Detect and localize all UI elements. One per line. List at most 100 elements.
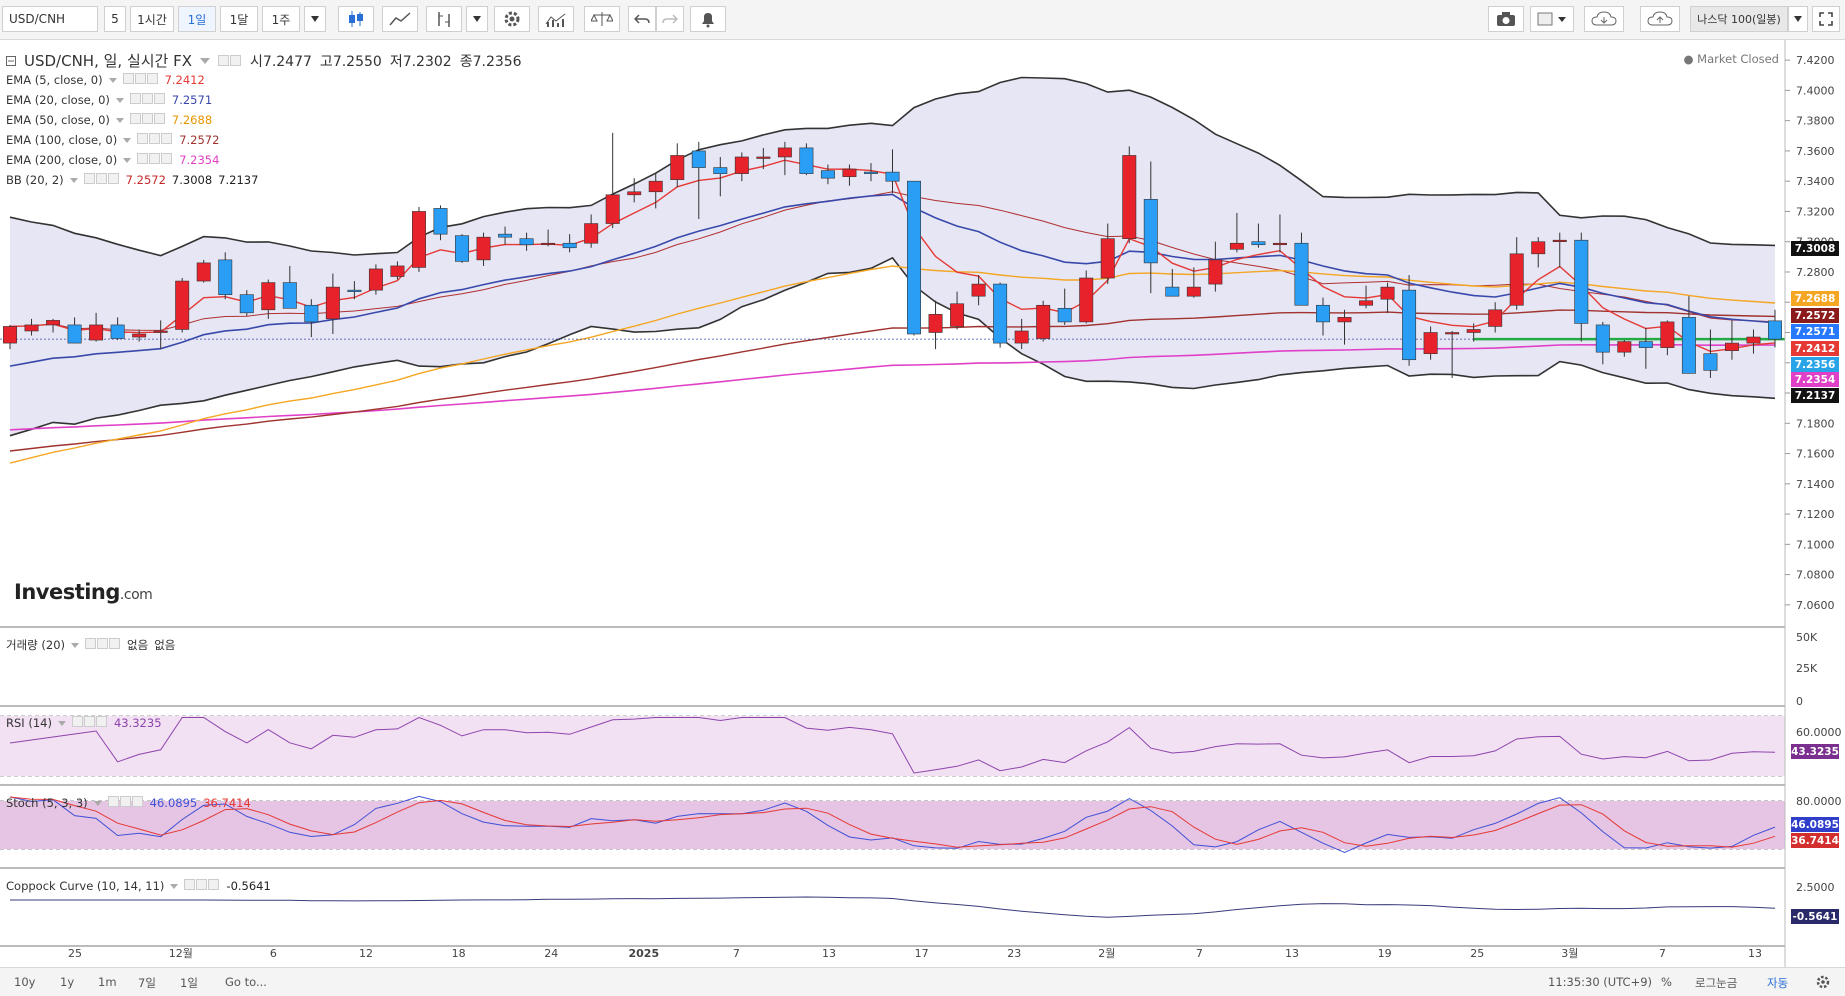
indicator-controls[interactable] — [71, 716, 108, 730]
market-status: ● Market Closed — [1683, 52, 1779, 66]
indicator-controls[interactable] — [85, 638, 121, 652]
scale-icon — [591, 12, 613, 26]
snapshot-button[interactable] — [1488, 6, 1524, 32]
chevron-down-icon — [93, 800, 102, 806]
x-tick-label: 2025 — [629, 947, 660, 960]
candle-body — [691, 150, 706, 168]
legend-ema20[interactable]: EMA (20, close, 0) 7.2571 — [6, 93, 212, 107]
legend-coppock[interactable]: Coppock Curve (10, 14, 11) -0.5641 — [6, 879, 271, 893]
camera-icon — [1497, 12, 1515, 26]
indicator-controls[interactable] — [129, 93, 166, 107]
bb-label: BB (20, 2) — [6, 173, 64, 187]
chart-area[interactable]: 25 12월 6 12 18 24 2025 7 13 17 23 2월 7 13 19 25 3월 7 13 7.… — [0, 40, 1845, 967]
cloud-load-button[interactable] — [1584, 6, 1624, 32]
legend-ema50[interactable]: EMA (50, close, 0) 7.2688 — [6, 113, 212, 127]
candle-body — [282, 282, 297, 309]
chevron-down-icon[interactable] — [200, 57, 211, 64]
y-tick-label: 7.1400 — [1796, 478, 1835, 491]
chevron-down-icon — [115, 117, 124, 123]
chart-type-dropdown[interactable] — [466, 6, 488, 32]
indicator-controls[interactable] — [83, 173, 120, 187]
coppock-tick-label: 2.5000 — [1796, 881, 1835, 894]
legend-rsi[interactable]: RSI (14) 43.3235 — [6, 716, 162, 730]
fullscreen-button[interactable] — [1812, 6, 1840, 32]
interval-5-button[interactable]: 5 — [104, 6, 126, 32]
interval-1h-button[interactable]: 1시간 — [130, 6, 174, 32]
legend-stoch[interactable]: Stoch (5, 3, 3) 46.0895 36.7414 — [6, 796, 251, 810]
candle-body — [713, 167, 728, 174]
indicator-controls[interactable] — [129, 113, 166, 127]
candle-body — [1229, 242, 1244, 250]
alert-button[interactable] — [690, 6, 726, 32]
interval-1w-button[interactable]: 1주 — [262, 6, 300, 32]
candle-body — [1724, 342, 1739, 351]
indicator-controls[interactable] — [137, 133, 173, 147]
indicator-controls[interactable] — [184, 879, 220, 893]
range-1y[interactable]: 1y — [60, 975, 75, 989]
range-1m[interactable]: 1m — [98, 975, 117, 989]
legend-ema5[interactable]: EMA (5, close, 0) 7.2412 — [6, 73, 205, 87]
volume-value-1: 없음 — [127, 638, 149, 652]
indicator-controls[interactable] — [107, 796, 144, 810]
candle-body — [1445, 332, 1460, 335]
range-10y[interactable]: 10y — [14, 975, 36, 989]
candle-body — [196, 262, 211, 282]
price-tag: 7.2354 — [1791, 372, 1839, 387]
candle-body — [1423, 332, 1438, 354]
candles-group — [3, 132, 1782, 378]
candle-body — [261, 282, 276, 311]
bell-plus-icon — [702, 13, 714, 28]
ohlc-high: 고7.2550 — [319, 53, 382, 70]
candlestick-icon — [349, 11, 363, 27]
interval-dropdown-button[interactable] — [304, 6, 326, 32]
price-tag: 7.3008 — [1791, 241, 1839, 256]
legend-volume[interactable]: 거래량 (20) 없음 없음 — [6, 637, 175, 653]
legend-bb[interactable]: BB (20, 2) 7.2572 7.3008 7.2137 — [6, 173, 258, 187]
indicator-controls[interactable] — [218, 52, 242, 70]
redo-icon — [662, 14, 678, 24]
layout-button[interactable] — [1530, 6, 1574, 32]
symbol-title: USD/CNH, 일, 실시간 FX — [24, 52, 193, 70]
cloud-save-button[interactable] — [1640, 6, 1680, 32]
goto-button[interactable]: Go to... — [225, 975, 267, 989]
gear-icon[interactable] — [1815, 974, 1831, 990]
redo-button[interactable] — [656, 6, 684, 32]
bar-chart-type-button[interactable] — [426, 6, 462, 32]
interval-1d-button[interactable]: 1일 — [178, 6, 216, 32]
collapse-icon[interactable] — [6, 55, 16, 66]
percent-toggle[interactable]: % — [1661, 975, 1672, 989]
volume-label: 거래량 (20) — [6, 638, 66, 652]
legend-ema100[interactable]: EMA (100, close, 0) 7.2572 — [6, 133, 219, 147]
volume-tick-label: 50K — [1796, 631, 1818, 644]
indicators-button[interactable] — [538, 6, 574, 32]
candle-body — [1574, 239, 1589, 324]
index-dropdown-button[interactable] — [1788, 6, 1808, 32]
candle-body — [627, 191, 642, 196]
legend-ema200[interactable]: EMA (200, close, 0) 7.2354 — [6, 153, 219, 167]
undo-button[interactable] — [628, 6, 656, 32]
indicator-controls[interactable] — [122, 73, 159, 87]
candle-body — [950, 303, 965, 327]
indicator-tag: 43.3235 — [1791, 744, 1839, 759]
y-tick-label: 7.0800 — [1796, 569, 1835, 582]
indicator-controls[interactable] — [137, 153, 173, 167]
compare-button[interactable] — [584, 6, 620, 32]
auto-scale-toggle[interactable]: 자동 — [1767, 976, 1789, 990]
settings-button[interactable] — [494, 6, 530, 32]
candle-body — [1509, 253, 1524, 306]
price-tag: 7.2572 — [1791, 308, 1839, 323]
index-select[interactable]: 나스닥 100(일봉) — [1690, 6, 1788, 32]
log-scale-toggle[interactable]: 로그눈금 — [1695, 976, 1738, 990]
range-1d[interactable]: 1일 — [180, 976, 198, 990]
candle-body — [885, 171, 900, 182]
range-7d[interactable]: 7일 — [138, 976, 156, 990]
interval-1mo-button[interactable]: 1달 — [220, 6, 258, 32]
candle-body — [1380, 286, 1395, 300]
candle-chart-button[interactable] — [338, 6, 374, 32]
y-tick-label: 7.0600 — [1796, 599, 1835, 612]
coppock-line — [10, 896, 1776, 918]
line-chart-button[interactable] — [382, 6, 418, 32]
candle-body — [756, 156, 771, 159]
ema50-value: 7.2688 — [171, 113, 213, 127]
symbol-search-input[interactable]: USD/CNH — [2, 6, 98, 32]
